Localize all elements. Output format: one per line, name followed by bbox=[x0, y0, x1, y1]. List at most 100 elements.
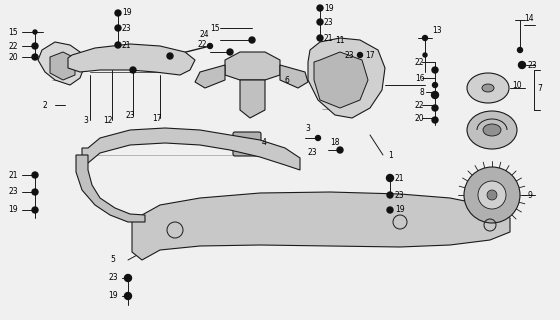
Circle shape bbox=[317, 5, 323, 11]
Text: 13: 13 bbox=[432, 26, 442, 35]
Text: 11: 11 bbox=[335, 36, 344, 44]
Circle shape bbox=[32, 43, 38, 49]
Text: 22: 22 bbox=[198, 39, 208, 49]
Circle shape bbox=[387, 207, 393, 213]
Polygon shape bbox=[68, 44, 195, 75]
Text: 23: 23 bbox=[108, 274, 118, 283]
Circle shape bbox=[167, 53, 173, 59]
Text: 19: 19 bbox=[122, 7, 132, 17]
Circle shape bbox=[33, 30, 37, 34]
FancyBboxPatch shape bbox=[233, 132, 261, 156]
Text: 19: 19 bbox=[324, 4, 334, 12]
Text: 23: 23 bbox=[8, 188, 17, 196]
Text: 22: 22 bbox=[8, 42, 17, 51]
Text: 23: 23 bbox=[125, 110, 134, 119]
Text: 6: 6 bbox=[285, 76, 290, 84]
Text: 22: 22 bbox=[415, 100, 424, 109]
Circle shape bbox=[32, 207, 38, 213]
Text: 23: 23 bbox=[395, 190, 405, 199]
Text: 15: 15 bbox=[8, 28, 17, 36]
Circle shape bbox=[432, 117, 438, 123]
Circle shape bbox=[387, 192, 393, 198]
Text: 24: 24 bbox=[200, 29, 209, 38]
Circle shape bbox=[357, 52, 362, 58]
Text: 8: 8 bbox=[420, 87, 424, 97]
Text: 23: 23 bbox=[122, 23, 132, 33]
Text: 16: 16 bbox=[415, 74, 424, 83]
Text: 19: 19 bbox=[395, 205, 405, 214]
Text: 12: 12 bbox=[103, 116, 113, 124]
Polygon shape bbox=[195, 65, 225, 88]
Text: 23: 23 bbox=[308, 148, 318, 156]
Circle shape bbox=[32, 189, 38, 195]
Circle shape bbox=[227, 49, 233, 55]
Circle shape bbox=[249, 37, 255, 43]
Polygon shape bbox=[38, 42, 85, 85]
Text: 15: 15 bbox=[210, 23, 220, 33]
Circle shape bbox=[115, 10, 121, 16]
Text: 20: 20 bbox=[8, 52, 17, 61]
Polygon shape bbox=[314, 52, 368, 108]
Text: 4: 4 bbox=[262, 138, 267, 147]
Polygon shape bbox=[308, 38, 385, 118]
Text: 10: 10 bbox=[512, 81, 521, 90]
Circle shape bbox=[487, 190, 497, 200]
Text: 2: 2 bbox=[42, 100, 46, 109]
Text: 17: 17 bbox=[152, 114, 162, 123]
Text: 23: 23 bbox=[528, 60, 538, 69]
Circle shape bbox=[115, 25, 121, 31]
Circle shape bbox=[423, 53, 427, 57]
Polygon shape bbox=[76, 155, 145, 222]
Ellipse shape bbox=[467, 111, 517, 149]
Circle shape bbox=[315, 135, 320, 140]
Circle shape bbox=[432, 83, 437, 87]
Polygon shape bbox=[82, 128, 300, 170]
Polygon shape bbox=[50, 52, 75, 80]
Circle shape bbox=[32, 172, 38, 178]
Circle shape bbox=[130, 67, 136, 73]
Text: 23: 23 bbox=[345, 51, 354, 60]
Text: 14: 14 bbox=[524, 13, 534, 22]
Text: 9: 9 bbox=[528, 190, 533, 199]
Text: 17: 17 bbox=[365, 51, 375, 60]
Text: 19: 19 bbox=[8, 205, 17, 214]
Circle shape bbox=[432, 92, 438, 99]
Text: 23: 23 bbox=[324, 18, 334, 27]
Circle shape bbox=[208, 44, 212, 49]
Circle shape bbox=[519, 61, 525, 68]
Text: 22: 22 bbox=[415, 58, 424, 67]
Ellipse shape bbox=[467, 73, 509, 103]
Text: 21: 21 bbox=[395, 173, 404, 182]
Text: 5: 5 bbox=[110, 255, 115, 265]
Circle shape bbox=[124, 275, 132, 282]
Ellipse shape bbox=[482, 84, 494, 92]
Circle shape bbox=[32, 54, 38, 60]
Circle shape bbox=[422, 36, 427, 41]
Text: 7: 7 bbox=[537, 84, 542, 92]
Polygon shape bbox=[240, 80, 265, 118]
Circle shape bbox=[386, 174, 394, 181]
Text: 3: 3 bbox=[83, 116, 88, 124]
Circle shape bbox=[478, 181, 506, 209]
Polygon shape bbox=[280, 65, 308, 88]
Polygon shape bbox=[225, 52, 280, 80]
Text: 21: 21 bbox=[8, 171, 17, 180]
Circle shape bbox=[317, 35, 323, 41]
Circle shape bbox=[124, 292, 132, 300]
Ellipse shape bbox=[483, 124, 501, 136]
Text: 21: 21 bbox=[122, 41, 132, 50]
Text: 3: 3 bbox=[305, 124, 310, 132]
Text: 18: 18 bbox=[330, 138, 339, 147]
Circle shape bbox=[432, 67, 438, 73]
Text: 21: 21 bbox=[324, 34, 334, 43]
Text: 19: 19 bbox=[108, 292, 118, 300]
Circle shape bbox=[317, 19, 323, 25]
Text: 1: 1 bbox=[388, 150, 393, 159]
Circle shape bbox=[517, 47, 522, 52]
Polygon shape bbox=[132, 192, 510, 260]
Text: 20: 20 bbox=[415, 114, 424, 123]
Circle shape bbox=[337, 147, 343, 153]
Circle shape bbox=[432, 105, 438, 111]
Circle shape bbox=[115, 42, 121, 48]
Circle shape bbox=[464, 167, 520, 223]
